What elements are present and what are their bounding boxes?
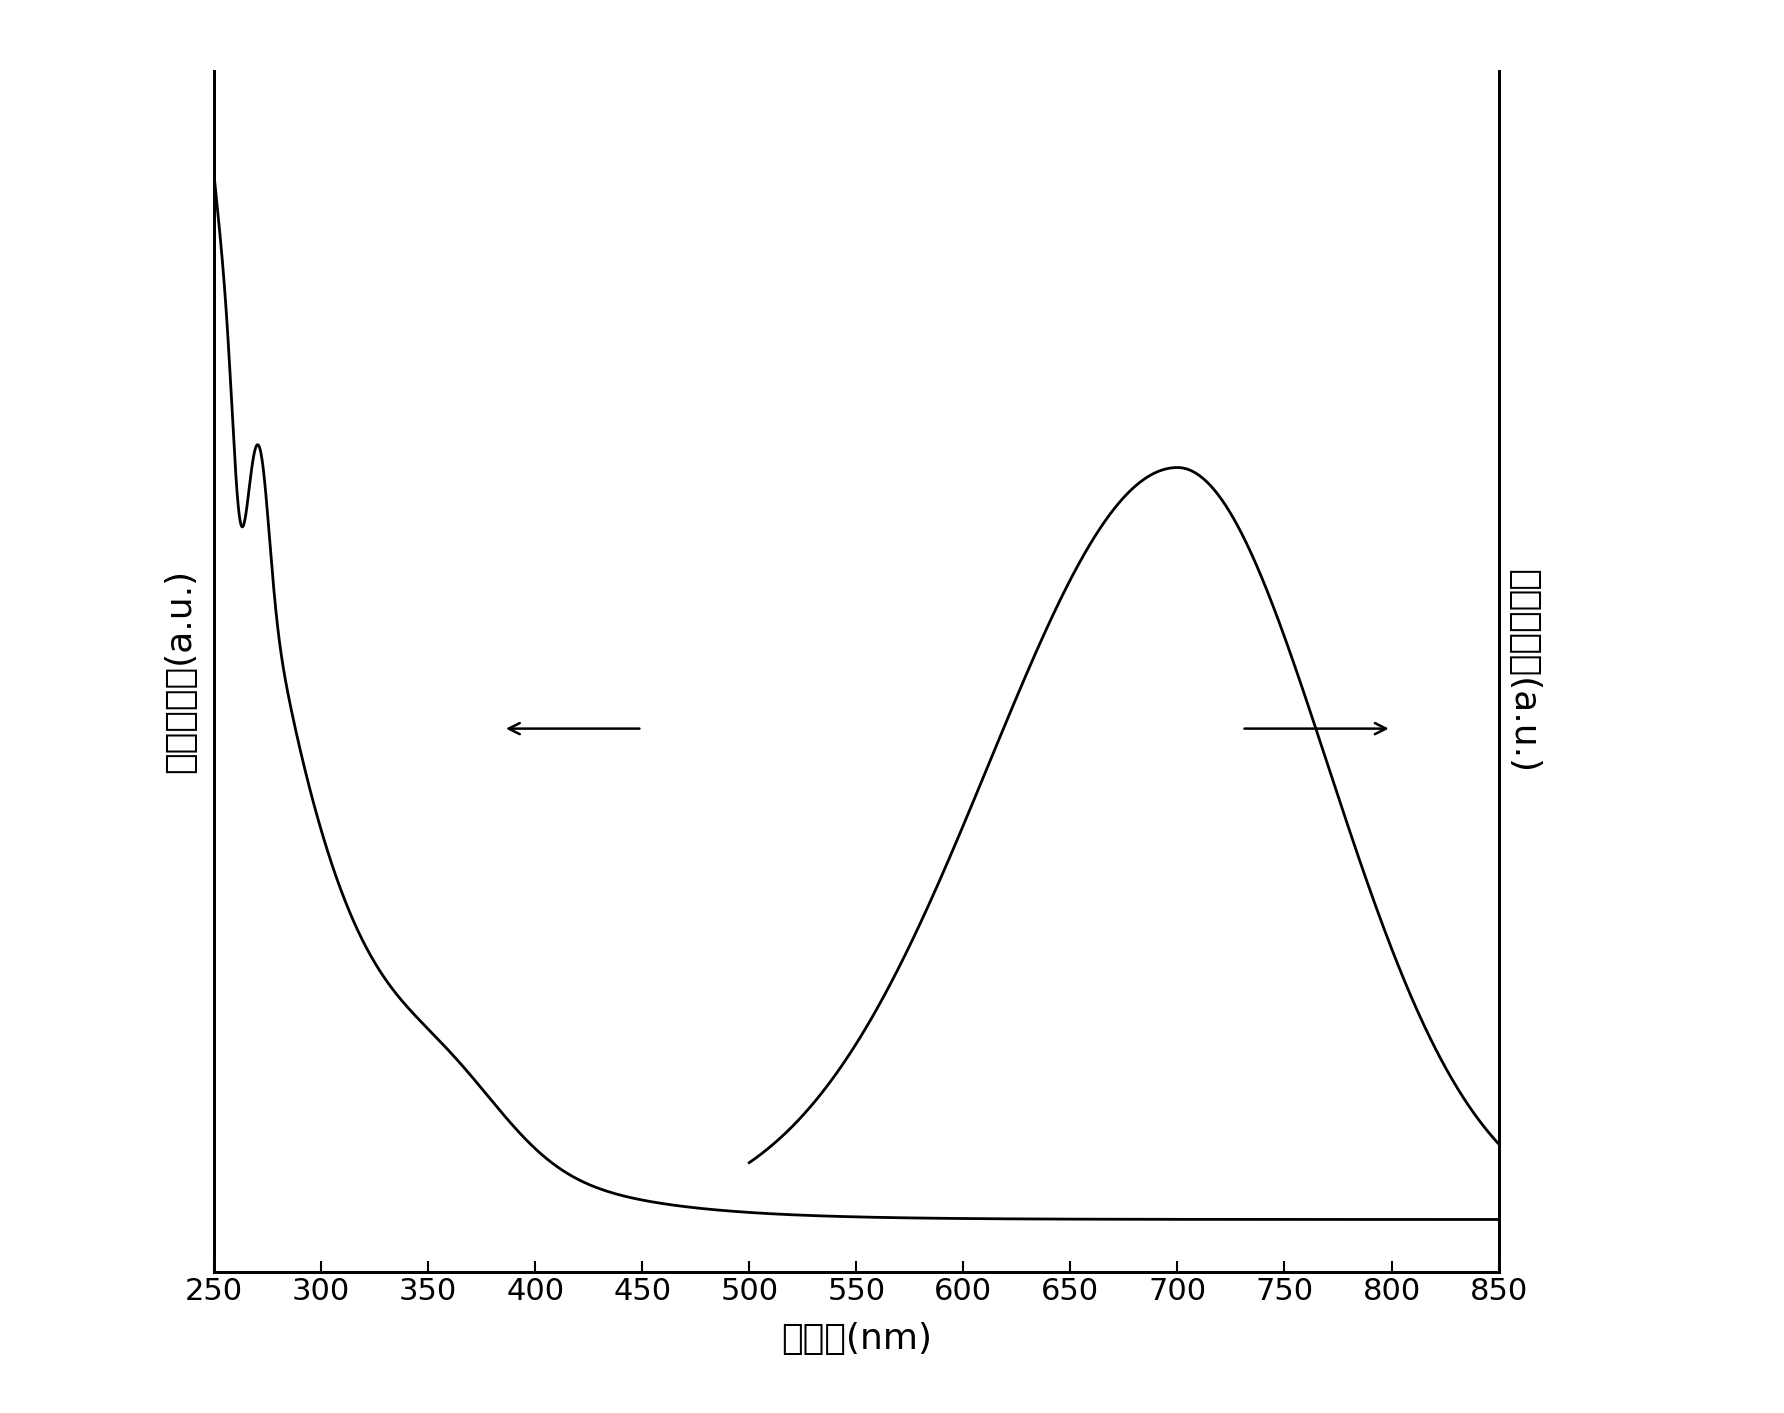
X-axis label: 波长／(nm): 波长／(nm) — [781, 1323, 931, 1356]
Y-axis label: 吸收强度／(a.u.): 吸收强度／(a.u.) — [164, 569, 198, 773]
Y-axis label: 发光强度／(a.u.): 发光强度／(a.u.) — [1506, 569, 1540, 773]
